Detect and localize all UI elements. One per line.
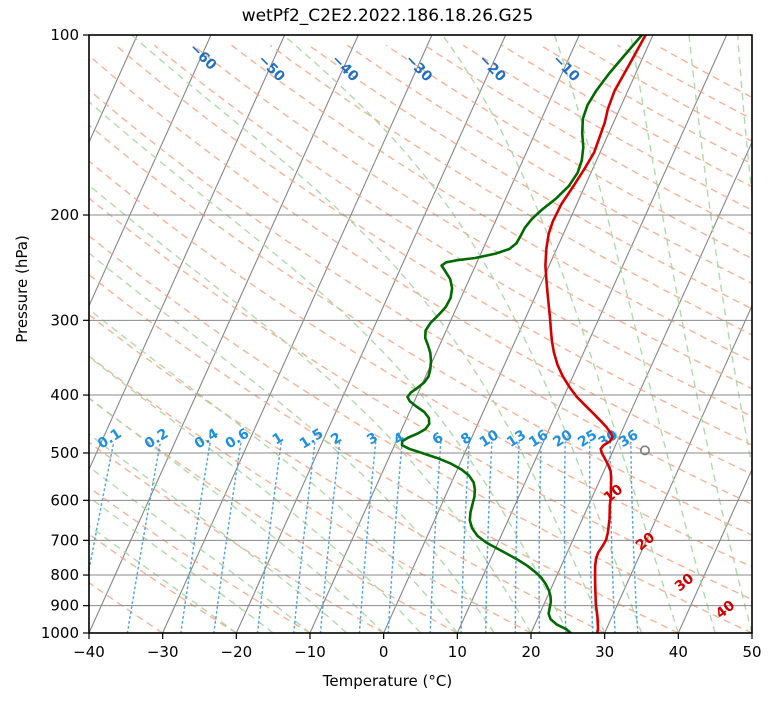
y-tick-label: 1000 <box>41 624 79 642</box>
y-tick-label: 100 <box>50 26 79 44</box>
y-tick-label: 700 <box>50 531 79 549</box>
plot-background <box>89 35 752 633</box>
x-tick-label: 20 <box>521 643 540 661</box>
profile-temperature <box>544 35 647 633</box>
x-tick-label: 0 <box>379 643 389 661</box>
profile-dewpoint <box>400 35 644 633</box>
y-tick-label: 600 <box>50 491 79 509</box>
profile-markers <box>639 445 650 456</box>
y-tick-label: 800 <box>50 566 79 584</box>
x-tick-label: 50 <box>742 643 761 661</box>
x-tick-label: 30 <box>595 643 614 661</box>
page-title: wetPf2_C2E2.2022.186.18.26.G25 <box>241 6 534 26</box>
background-gridlines <box>89 35 752 633</box>
x-tick-label: −40 <box>73 643 105 661</box>
x-axis-label: Temperature (°C) <box>322 672 453 690</box>
x-tick-label: −30 <box>147 643 179 661</box>
x-tick-label: 40 <box>669 643 688 661</box>
x-tick-label: 10 <box>448 643 467 661</box>
y-tick-label: 500 <box>50 444 79 462</box>
y-tick-label: 200 <box>50 206 79 224</box>
x-tick-label: −20 <box>221 643 253 661</box>
lcl-marker <box>639 445 650 456</box>
y-tick-label: 300 <box>50 311 79 329</box>
y-tick-label: 900 <box>50 597 79 615</box>
plot-border <box>88 34 753 634</box>
isotherm-label: −70 <box>16 253 50 287</box>
profile-curves <box>400 35 647 633</box>
y-tick-label: 400 <box>50 386 79 404</box>
x-tick-label: −10 <box>294 643 326 661</box>
